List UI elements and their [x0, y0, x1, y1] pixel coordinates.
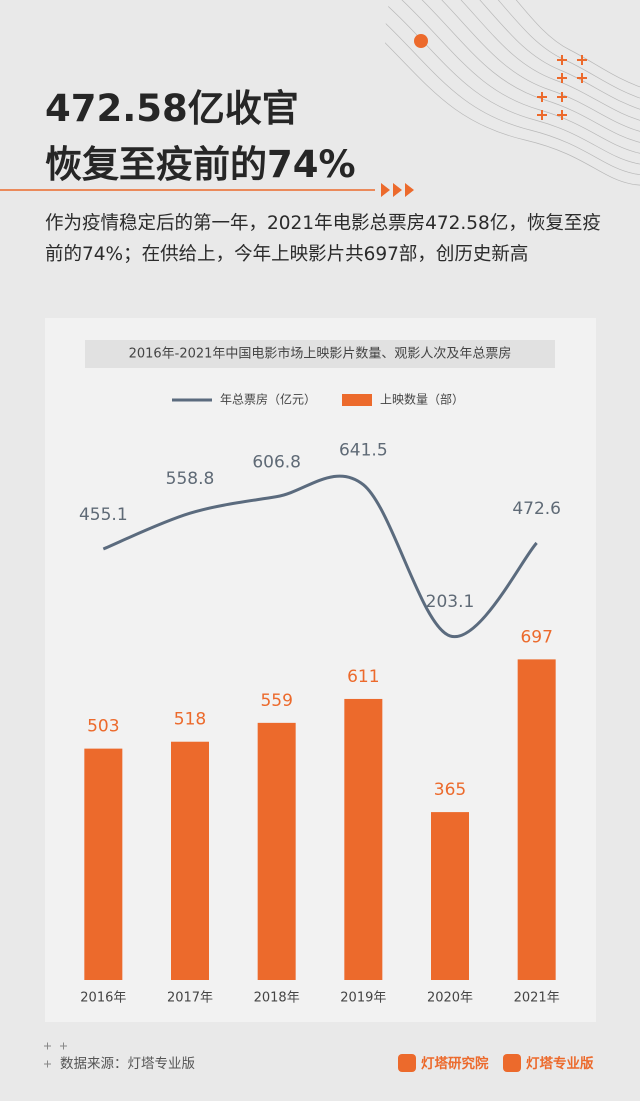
chart-title: 2016年-2021年中国电影市场上映影片数量、观影人次及年总票房 — [129, 346, 512, 362]
x-tick-label: 2016年 — [80, 991, 126, 1006]
chart-title-box — [85, 340, 555, 368]
data-label: 518 — [174, 710, 206, 730]
bar — [84, 748, 123, 980]
chart-card — [45, 318, 596, 1022]
data-label: 455.1 — [79, 505, 128, 525]
bar — [257, 722, 296, 980]
bar — [517, 659, 556, 980]
data-label: 697 — [520, 627, 552, 647]
logo-text: 灯塔研究院 — [421, 1055, 489, 1072]
x-tick-label: 2019年 — [340, 991, 386, 1006]
data-label: 559 — [260, 691, 292, 711]
legend-label: 上映数量（部） — [380, 392, 464, 407]
logo-text: 灯塔专业版 — [526, 1055, 594, 1072]
chart: 2016年 2017年 2018年 2019年 2020年 2021年 年总票房（亿元） 上映… — [79, 392, 561, 1006]
bar — [171, 741, 209, 980]
x-tick-label: 2017年 — [167, 991, 213, 1006]
data-label: 611 — [347, 667, 379, 687]
logo-icon — [503, 1054, 521, 1072]
x-tick-label: 2018年 — [254, 991, 300, 1006]
headline: 472.58亿收官 — [45, 87, 299, 130]
logo-icon — [398, 1054, 416, 1072]
legend-label: 年总票房（亿元） — [220, 392, 316, 407]
plus-decoration — [537, 55, 587, 120]
data-label: 503 — [87, 717, 119, 737]
data-label: 472.6 — [512, 499, 561, 519]
source: 数据来源：灯塔专业版 — [60, 1056, 195, 1072]
dot-decoration — [414, 34, 428, 48]
data-label: 558.8 — [166, 469, 215, 489]
bar — [344, 698, 383, 980]
footer-plus — [44, 1042, 67, 1068]
headline: 恢复至疫前的74% — [45, 143, 356, 186]
data-label: 641.5 — [339, 441, 388, 461]
bar — [431, 812, 469, 980]
x-tick-label: 2021年 — [514, 991, 560, 1006]
data-label: 606.8 — [252, 453, 301, 473]
wave-decoration — [385, 0, 640, 186]
legend-swatch — [342, 394, 372, 406]
data-label: 203.1 — [426, 592, 475, 612]
intro-text: 作为疫情稳定后的第一年，2021年电影总票房472.58亿，恢复至疫前的74%；… — [45, 213, 601, 265]
line — [102, 474, 538, 639]
arrow-decoration — [381, 183, 414, 197]
x-tick-label: 2020年 — [427, 991, 473, 1006]
data-label: 365 — [434, 780, 466, 800]
